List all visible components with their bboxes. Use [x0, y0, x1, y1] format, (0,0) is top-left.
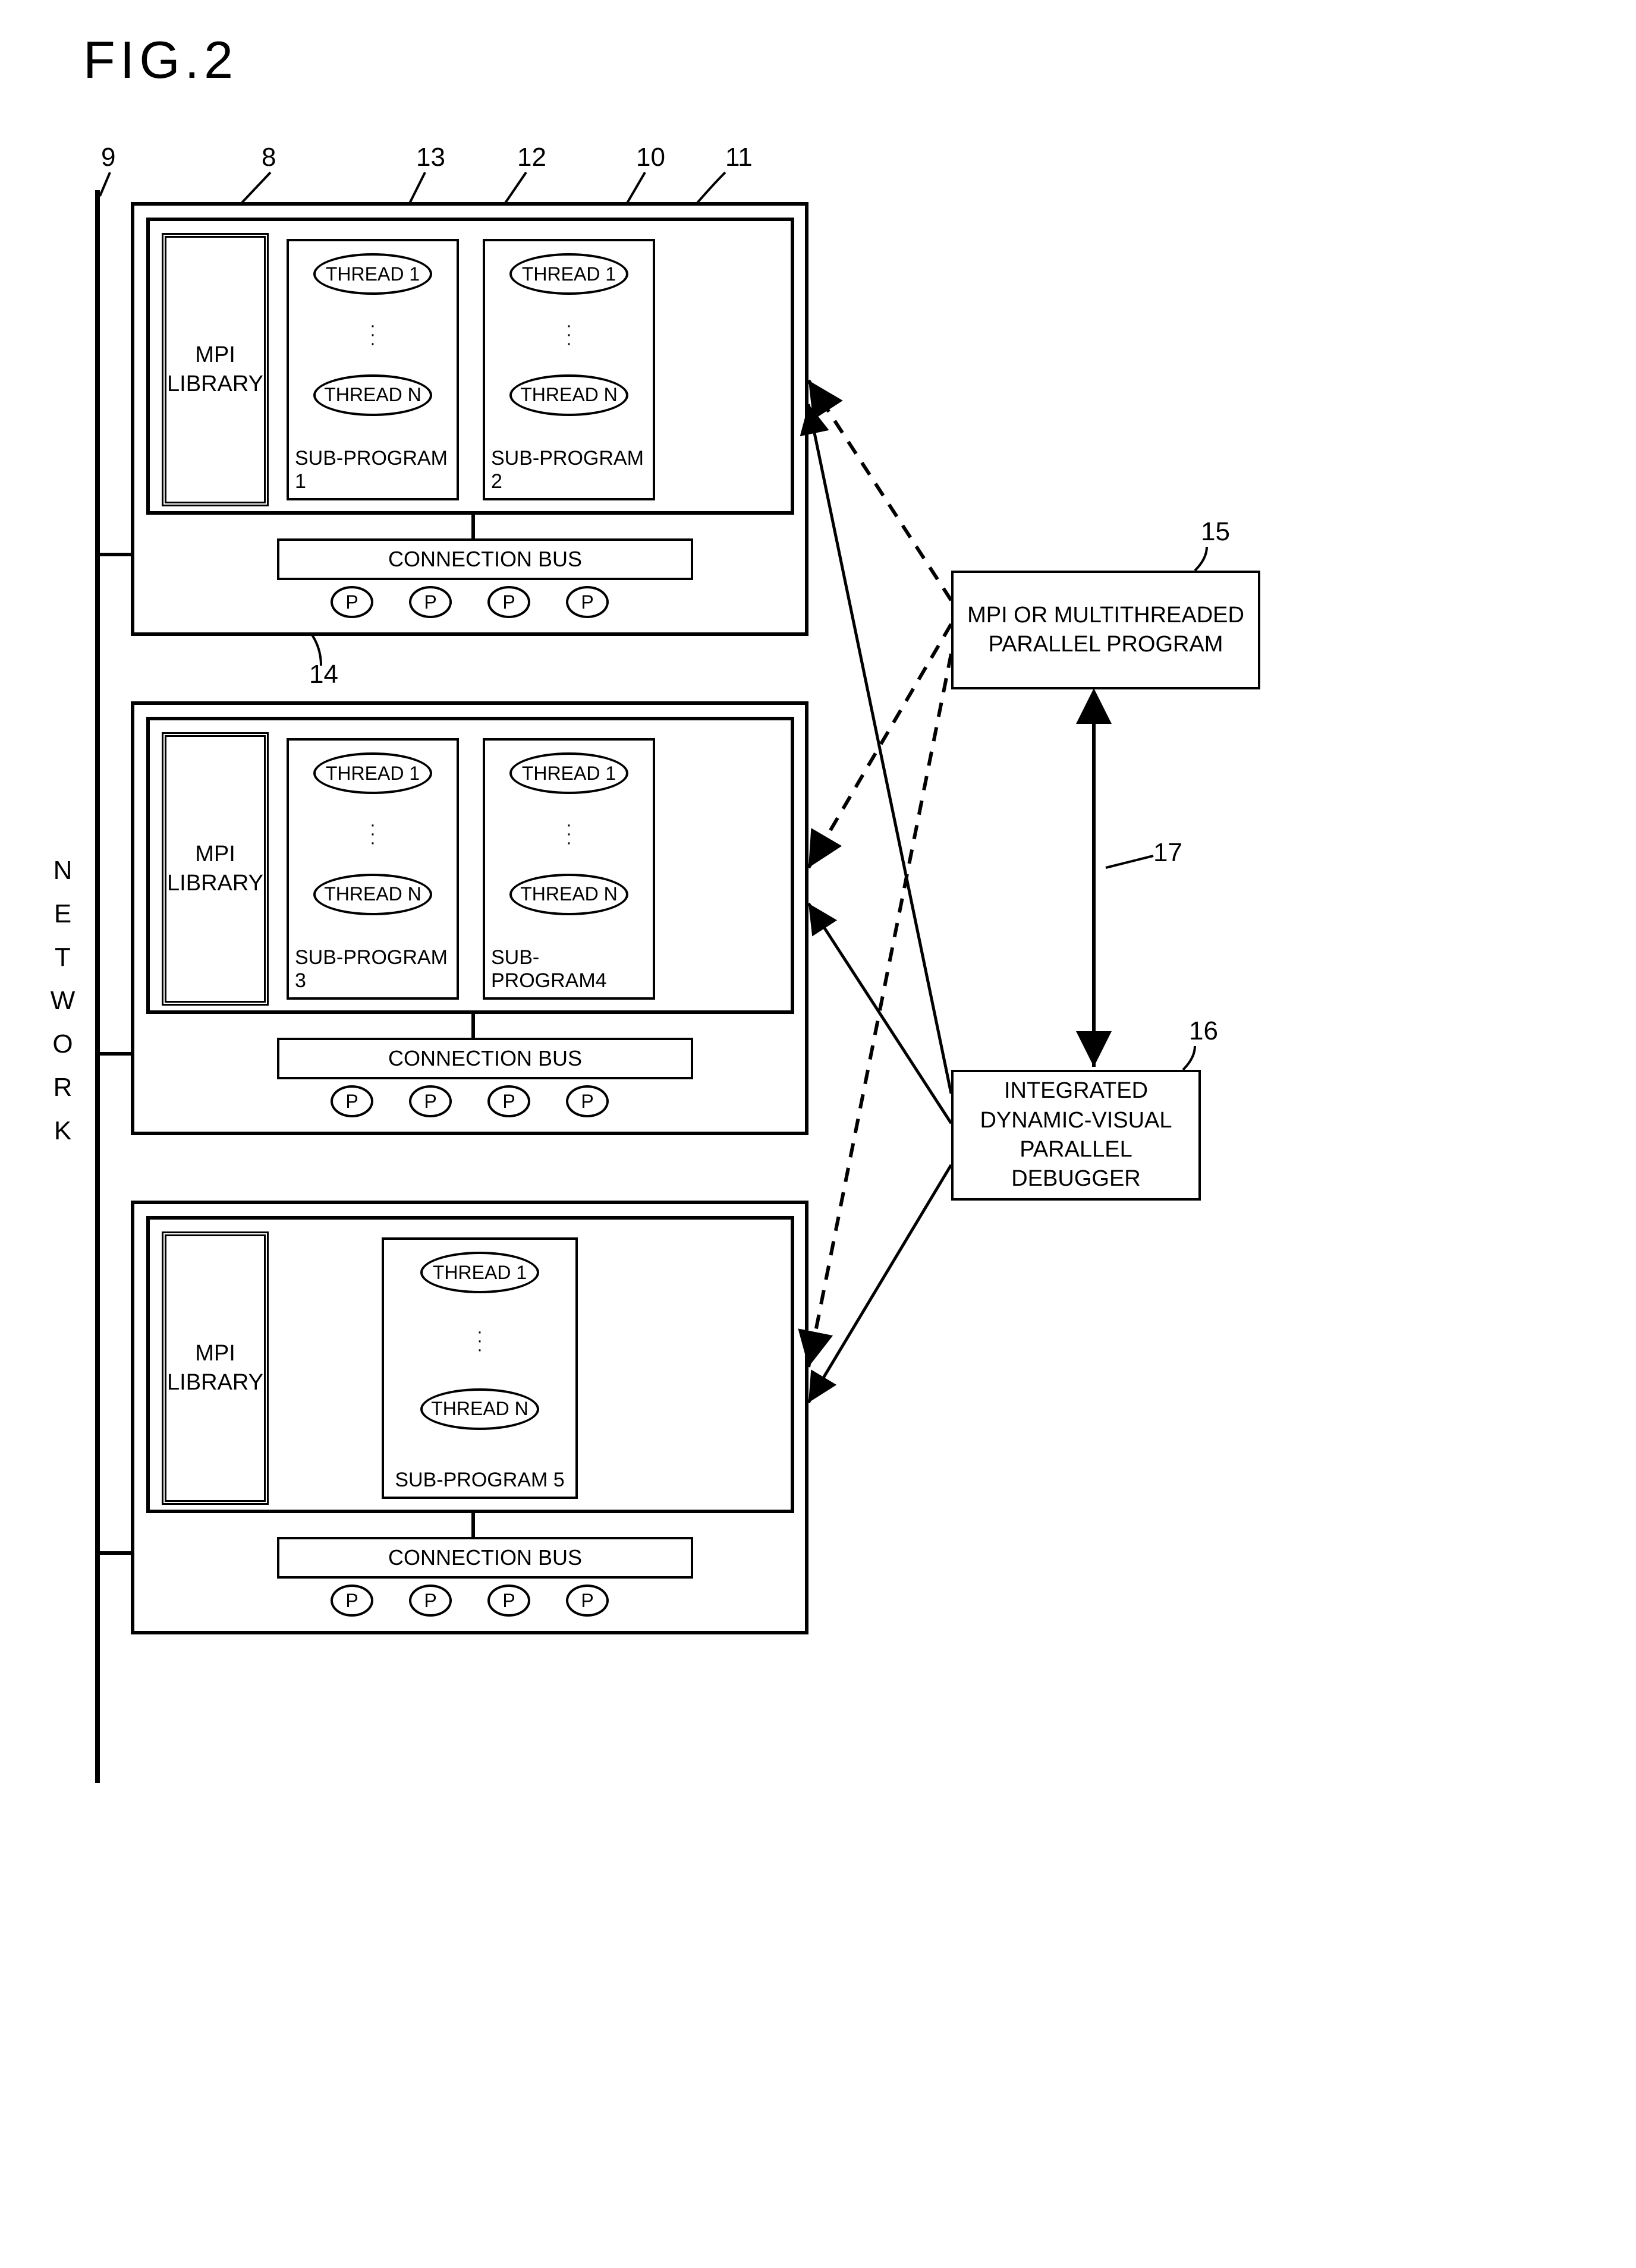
ref-11: 11	[725, 143, 753, 172]
mpi-library-1-label: MPI LIBRARY	[167, 341, 263, 399]
vdots: ···	[370, 321, 376, 348]
ref-16: 16	[1189, 1016, 1218, 1046]
machine-2: MPI LIBRARY THREAD 1 ··· THREAD N SUB-PR…	[131, 701, 808, 1135]
vdots: ···	[566, 321, 572, 348]
machine-2-inner: MPI LIBRARY THREAD 1 ··· THREAD N SUB-PR…	[146, 717, 794, 1014]
mpi-library-3-label: MPI LIBRARY	[167, 1339, 263, 1398]
processor: P	[566, 1085, 609, 1117]
mpi-library-3: MPI LIBRARY	[162, 1231, 269, 1505]
thread-n-sp1: THREAD N	[313, 374, 432, 416]
processor: P	[566, 1585, 609, 1617]
vdots: ···	[566, 820, 572, 847]
sp5-label: SUB-PROGRAM 5	[395, 1469, 564, 1492]
net-connector-3	[99, 1551, 132, 1555]
subprogram-4: THREAD 1 ··· THREAD N SUB-PROGRAM4	[483, 738, 655, 1000]
ref-9: 9	[101, 143, 115, 172]
network-line	[95, 190, 100, 1783]
thread-n-sp5: THREAD N	[420, 1388, 539, 1430]
box-debugger: INTEGRATED DYNAMIC-VISUAL PARALLEL DEBUG…	[951, 1070, 1201, 1201]
thread-1-sp1: THREAD 1	[313, 253, 432, 295]
ref-15: 15	[1201, 517, 1230, 547]
connection-bus-1: CONNECTION BUS	[277, 538, 693, 580]
processor: P	[487, 586, 530, 618]
sp4-label: SUB-PROGRAM4	[491, 946, 647, 993]
machine-1: MPI LIBRARY THREAD 1 ··· THREAD N SUB-PR…	[131, 202, 808, 636]
ref-10: 10	[636, 143, 665, 172]
subprogram-1: THREAD 1 ··· THREAD N SUB-PROGRAM 1	[287, 239, 459, 500]
vdots: ···	[370, 820, 376, 847]
box-parallel-program: MPI OR MULTITHREADED PARALLEL PROGRAM	[951, 571, 1260, 689]
thread-1-sp4: THREAD 1	[509, 752, 628, 794]
net-connector-1	[99, 553, 132, 556]
mpi-library-2-label: MPI LIBRARY	[167, 840, 263, 899]
thread-n-sp4: THREAD N	[509, 874, 628, 915]
p-row-1: P P P P	[331, 586, 609, 618]
processor: P	[566, 586, 609, 618]
machine-3-inner: MPI LIBRARY THREAD 1 ··· THREAD N SUB-PR…	[146, 1216, 794, 1513]
box16-label: INTEGRATED DYNAMIC-VISUAL PARALLEL DEBUG…	[963, 1076, 1189, 1194]
processor: P	[487, 1085, 530, 1117]
processor: P	[331, 586, 373, 618]
p-row-3: P P P P	[331, 1585, 609, 1617]
thread-n-sp2: THREAD N	[509, 374, 628, 416]
subprogram-2: THREAD 1 ··· THREAD N SUB-PROGRAM 2	[483, 239, 655, 500]
ref-13: 13	[416, 143, 445, 172]
processor: P	[331, 1585, 373, 1617]
subprogram-3: THREAD 1 ··· THREAD N SUB-PROGRAM 3	[287, 738, 459, 1000]
sp3-label: SUB-PROGRAM 3	[295, 946, 451, 993]
mpi-library-2: MPI LIBRARY	[162, 732, 269, 1006]
box15-label: MPI OR MULTITHREADED PARALLEL PROGRAM	[967, 601, 1244, 660]
thread-n-sp3: THREAD N	[313, 874, 432, 915]
connection-bus-2: CONNECTION BUS	[277, 1038, 693, 1079]
figure-title: FIG.2	[83, 30, 238, 90]
connection-bus-3: CONNECTION BUS	[277, 1537, 693, 1579]
processor: P	[409, 586, 452, 618]
thread-1-sp5: THREAD 1	[420, 1252, 539, 1293]
thread-1-sp2: THREAD 1	[509, 253, 628, 295]
ref-12: 12	[517, 143, 546, 172]
ref-14: 14	[309, 660, 338, 689]
ref-17: 17	[1153, 838, 1182, 868]
processor: P	[409, 1585, 452, 1617]
mpi-library-1: MPI LIBRARY	[162, 233, 269, 506]
sp1-label: SUB-PROGRAM 1	[295, 447, 451, 493]
net-connector-2	[99, 1052, 132, 1056]
ref-8: 8	[262, 143, 276, 172]
processor: P	[331, 1085, 373, 1117]
network-label: NETWORK	[48, 856, 77, 1160]
processor: P	[409, 1085, 452, 1117]
machine-1-inner: MPI LIBRARY THREAD 1 ··· THREAD N SUB-PR…	[146, 218, 794, 515]
thread-1-sp3: THREAD 1	[313, 752, 432, 794]
p-row-2: P P P P	[331, 1085, 609, 1117]
subprogram-5: THREAD 1 ··· THREAD N SUB-PROGRAM 5	[382, 1237, 578, 1499]
sp2-label: SUB-PROGRAM 2	[491, 447, 647, 493]
processor: P	[487, 1585, 530, 1617]
vdots: ···	[477, 1327, 483, 1354]
page: FIG.2 NETWORK 9 8 13 12 10 11 14 7 15 16…	[24, 24, 1332, 1807]
machine-3: MPI LIBRARY THREAD 1 ··· THREAD N SUB-PR…	[131, 1201, 808, 1634]
